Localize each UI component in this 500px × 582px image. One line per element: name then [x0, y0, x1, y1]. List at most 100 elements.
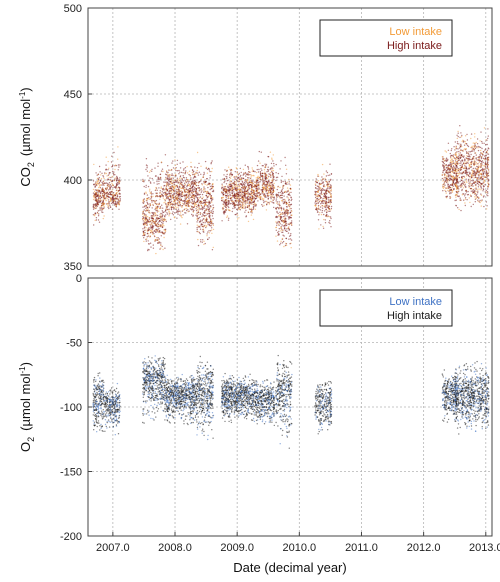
co2-point-2129	[211, 249, 214, 251]
co2-point-1829	[200, 188, 203, 190]
co2-point-4963	[487, 185, 490, 187]
co2-point-2868	[232, 187, 234, 190]
co2-point-4642	[477, 149, 480, 152]
co2-point-779	[146, 219, 149, 221]
co2-point-1659	[167, 196, 169, 199]
co2-point-2052	[212, 183, 214, 186]
co2-point-932	[161, 204, 163, 206]
co2-point-4297	[464, 140, 466, 143]
co2-point-2631	[236, 212, 238, 215]
co2-point-4195	[451, 163, 454, 165]
co2-point-4205	[446, 160, 448, 162]
co2-point-4140	[449, 177, 451, 179]
co2-point-540	[103, 203, 105, 205]
co2-point-3283	[256, 176, 259, 179]
co2-point-3699	[323, 213, 325, 216]
co2-point-3679	[323, 218, 325, 221]
co2-point-2550	[229, 177, 232, 180]
co2-point-1355	[180, 215, 182, 218]
co2-point-916	[155, 207, 157, 209]
co2-point-614	[156, 192, 158, 194]
co2-point-2975	[273, 202, 275, 204]
co2-point-1599	[180, 198, 182, 200]
co2-point-1751	[185, 177, 188, 179]
co2-point-1674	[193, 182, 196, 184]
co2-point-4738	[467, 193, 469, 196]
co2-point-447	[119, 201, 121, 203]
co2-point-2394	[234, 213, 236, 216]
co2-point-2871	[233, 196, 235, 198]
co2-point-199	[99, 209, 101, 211]
co2-point-3217	[273, 206, 275, 209]
co2-point-4959	[475, 197, 477, 200]
co2-point-1686	[167, 203, 169, 206]
co2-point-2888	[250, 185, 253, 187]
co2-point-269	[110, 202, 113, 205]
co2-point-4863	[461, 176, 463, 179]
co2-point-4191	[447, 164, 450, 166]
co2-point-827	[153, 233, 155, 235]
co2-point-2701	[238, 217, 240, 219]
co2-point-429	[117, 169, 119, 171]
co2-point-3302	[290, 247, 292, 249]
co2-point-4780	[463, 199, 465, 201]
co2-point-528	[117, 179, 119, 182]
co2-point-1340	[185, 209, 188, 212]
co2-point-3563	[287, 197, 289, 199]
co2-point-4976	[465, 171, 467, 173]
co2-point-1652	[181, 210, 183, 212]
co2-point-1459	[170, 196, 172, 198]
co2-point-348	[111, 175, 113, 178]
co2-point-2599	[239, 183, 241, 185]
co2-point-686	[145, 184, 147, 187]
co2-point-219	[95, 199, 97, 201]
co2-point-3820	[323, 195, 325, 198]
co2-point-3741	[323, 193, 326, 195]
co2-point-551	[148, 180, 150, 182]
co2-point-3609	[291, 178, 293, 180]
co2-point-2095	[209, 194, 211, 196]
co2-point-401	[118, 186, 121, 189]
co2-point-1593	[184, 180, 187, 182]
co2-point-3319	[279, 191, 281, 194]
co2-point-3340	[280, 209, 283, 211]
co2-point-3832	[321, 163, 324, 166]
co2-point-3110	[273, 165, 275, 167]
co2-point-2203	[236, 175, 238, 177]
co2-point-1732	[169, 189, 171, 192]
co2-point-1676	[189, 208, 192, 210]
co2-point-504	[112, 202, 115, 204]
co2-point-103	[102, 198, 104, 200]
co2-point-1666	[169, 195, 172, 197]
co2-point-1971	[203, 186, 205, 188]
co2-point-3593	[286, 228, 288, 230]
co2-point-743	[156, 230, 158, 232]
co2-point-3156	[264, 179, 267, 181]
co2-point-4890	[461, 134, 463, 137]
co2-point-4320	[476, 143, 479, 145]
co2-point-501	[114, 186, 116, 188]
co2-point-1422	[191, 185, 194, 188]
co2-point-3988	[445, 192, 447, 194]
co2-point-4444	[457, 148, 459, 150]
co2-point-2123	[205, 214, 207, 217]
co2-point-4755	[484, 149, 486, 151]
co2-point-2824	[236, 199, 238, 201]
co2-point-141	[98, 213, 100, 215]
co2-point-1719	[170, 190, 172, 192]
co2-point-1456	[168, 178, 170, 181]
co2-point-907	[157, 242, 159, 244]
co2-point-1745	[178, 173, 180, 175]
co2-point-4620	[454, 149, 456, 151]
co2-point-3610	[281, 191, 284, 194]
co2-point-484	[107, 193, 109, 195]
co2-point-296	[114, 202, 117, 205]
co2-point-1410	[190, 197, 192, 199]
co2-point-452	[115, 204, 117, 207]
co2-point-1721	[181, 184, 183, 187]
co2-point-4496	[487, 188, 489, 190]
co2-point-2990	[261, 169, 263, 171]
co2-point-3246	[269, 167, 272, 170]
co2-point-1436	[191, 169, 194, 171]
co2-point-2901	[226, 173, 228, 176]
